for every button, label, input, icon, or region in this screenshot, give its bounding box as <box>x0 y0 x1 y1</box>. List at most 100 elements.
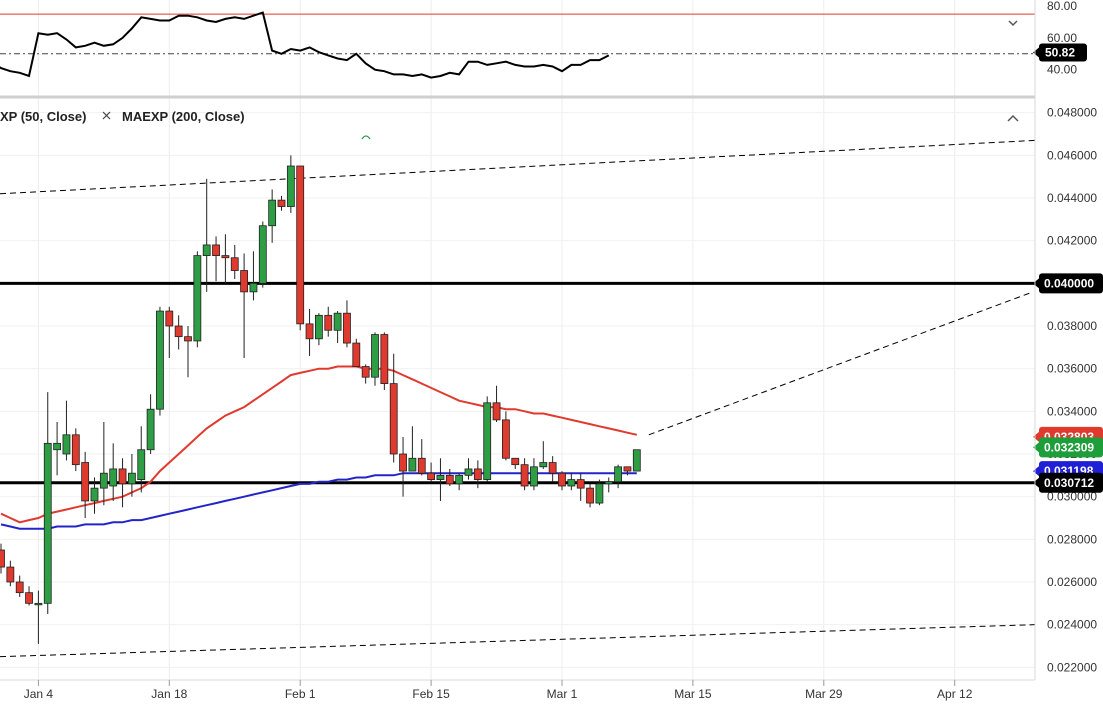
candle-body <box>408 457 417 472</box>
oscillator-line <box>0 11 610 79</box>
candle <box>614 464 622 489</box>
candle-body <box>595 483 604 504</box>
candle-body <box>99 472 108 489</box>
time-tick-label: Jan 4 <box>24 687 54 701</box>
price-tag: 0.030712 <box>1033 472 1103 493</box>
indicator-legend[interactable]: XP (50, Close) MAEXP (200, Close) <box>0 109 245 124</box>
price-tick-label: 0.026000 <box>1047 575 1097 589</box>
candle <box>165 306 174 358</box>
price-panel-collapse-chevron-icon[interactable] <box>1007 114 1019 122</box>
candle-body <box>464 468 473 476</box>
price-tag-pointer <box>1033 442 1039 453</box>
price-tag-pointer <box>1033 477 1039 488</box>
candle-body <box>623 466 632 472</box>
candle-body <box>156 310 164 410</box>
candle-body <box>81 462 90 502</box>
candle-body <box>165 310 174 327</box>
candle-body <box>109 468 118 487</box>
price-tick-label: 0.036000 <box>1047 362 1097 376</box>
candle <box>6 560 15 587</box>
candle <box>0 543 5 574</box>
candle-body <box>389 383 398 455</box>
oscillator-tag-pointer <box>1033 47 1039 58</box>
candle <box>230 244 239 280</box>
oscillator-panel[interactable]: 80.00 60.00 40.00 50.82 <box>0 0 1087 79</box>
candle-body <box>137 449 146 481</box>
candle-body <box>268 199 277 227</box>
pivot-marker <box>361 135 371 140</box>
time-axis-ticks: Jan 4 Jan 18 Feb 1 Feb 15 Mar 1 Mar 15 Mar 29 A… <box>24 680 973 701</box>
candle-body <box>277 199 286 207</box>
candle-body <box>399 453 407 472</box>
candle-body <box>576 479 585 489</box>
candlesticks <box>0 155 641 644</box>
candle <box>343 300 351 348</box>
candle <box>539 441 548 469</box>
candle <box>268 189 277 243</box>
candle-body <box>445 474 454 485</box>
candle <box>586 483 594 508</box>
candle <box>567 473 576 491</box>
candle-body <box>632 449 641 472</box>
price-panel[interactable]: 0.048000 0.046000 0.044000 0.042000 0.040000… <box>0 106 1103 675</box>
legend-ema200[interactable]: MAEXP (200, Close) <box>122 109 245 124</box>
candle <box>417 439 426 476</box>
candle <box>109 443 118 501</box>
candle-body <box>146 408 155 451</box>
candle <box>408 426 417 472</box>
candle <box>240 253 249 358</box>
candle <box>43 392 52 614</box>
candle-body <box>483 402 492 480</box>
candle <box>520 458 529 491</box>
price-tag-bg <box>1039 273 1103 294</box>
candle-body <box>343 312 351 344</box>
oscillator-collapse-chevron-icon[interactable] <box>1008 20 1018 27</box>
price-tag-pointer <box>1033 278 1039 289</box>
candle-body <box>221 255 230 259</box>
price-tick-label: 0.048000 <box>1047 106 1097 120</box>
candle <box>286 155 295 213</box>
candle <box>371 332 379 386</box>
price-tag: 0.032309 <box>1033 437 1103 458</box>
oscillator-tick-label: 40.00 <box>1047 63 1077 77</box>
candle-body <box>586 487 594 504</box>
candle <box>53 422 61 476</box>
price-tag-label: 0.032309 <box>1044 440 1094 454</box>
candle-body <box>548 462 557 474</box>
candle-body <box>604 481 613 485</box>
candle-body <box>333 312 342 331</box>
candle <box>118 458 127 508</box>
price-tag-label: 0.040000 <box>1044 276 1094 290</box>
candle <box>324 306 333 337</box>
price-tick-label: 0.030000 <box>1047 490 1097 504</box>
close-icon[interactable] <box>102 111 111 120</box>
candle-body <box>118 468 127 485</box>
candle <box>464 458 473 480</box>
candle <box>62 400 71 461</box>
candle-body <box>296 165 305 325</box>
candle-body <box>286 165 295 207</box>
candle-body <box>352 342 361 367</box>
candle-body <box>25 592 33 604</box>
oscillator-axis-ticks: 80.00 60.00 40.00 <box>1047 0 1077 77</box>
candle <box>81 451 90 518</box>
time-tick-label: Feb 15 <box>412 687 450 701</box>
candle <box>137 426 146 493</box>
candle-body <box>249 282 258 293</box>
legend-ema50[interactable]: XP (50, Close) <box>0 109 86 124</box>
candle <box>473 460 482 489</box>
candle <box>305 308 314 356</box>
price-tag-label: 0.030712 <box>1044 476 1094 490</box>
candle-body <box>258 225 267 284</box>
time-tick-label: Mar 29 <box>805 687 843 701</box>
time-tick-label: Jan 18 <box>151 687 187 701</box>
price-tick-label: 0.028000 <box>1047 532 1097 546</box>
price-tag-bg <box>1039 472 1103 493</box>
candle <box>623 466 632 476</box>
candle <box>71 428 80 472</box>
candle <box>193 251 202 348</box>
candle-body <box>6 566 15 583</box>
